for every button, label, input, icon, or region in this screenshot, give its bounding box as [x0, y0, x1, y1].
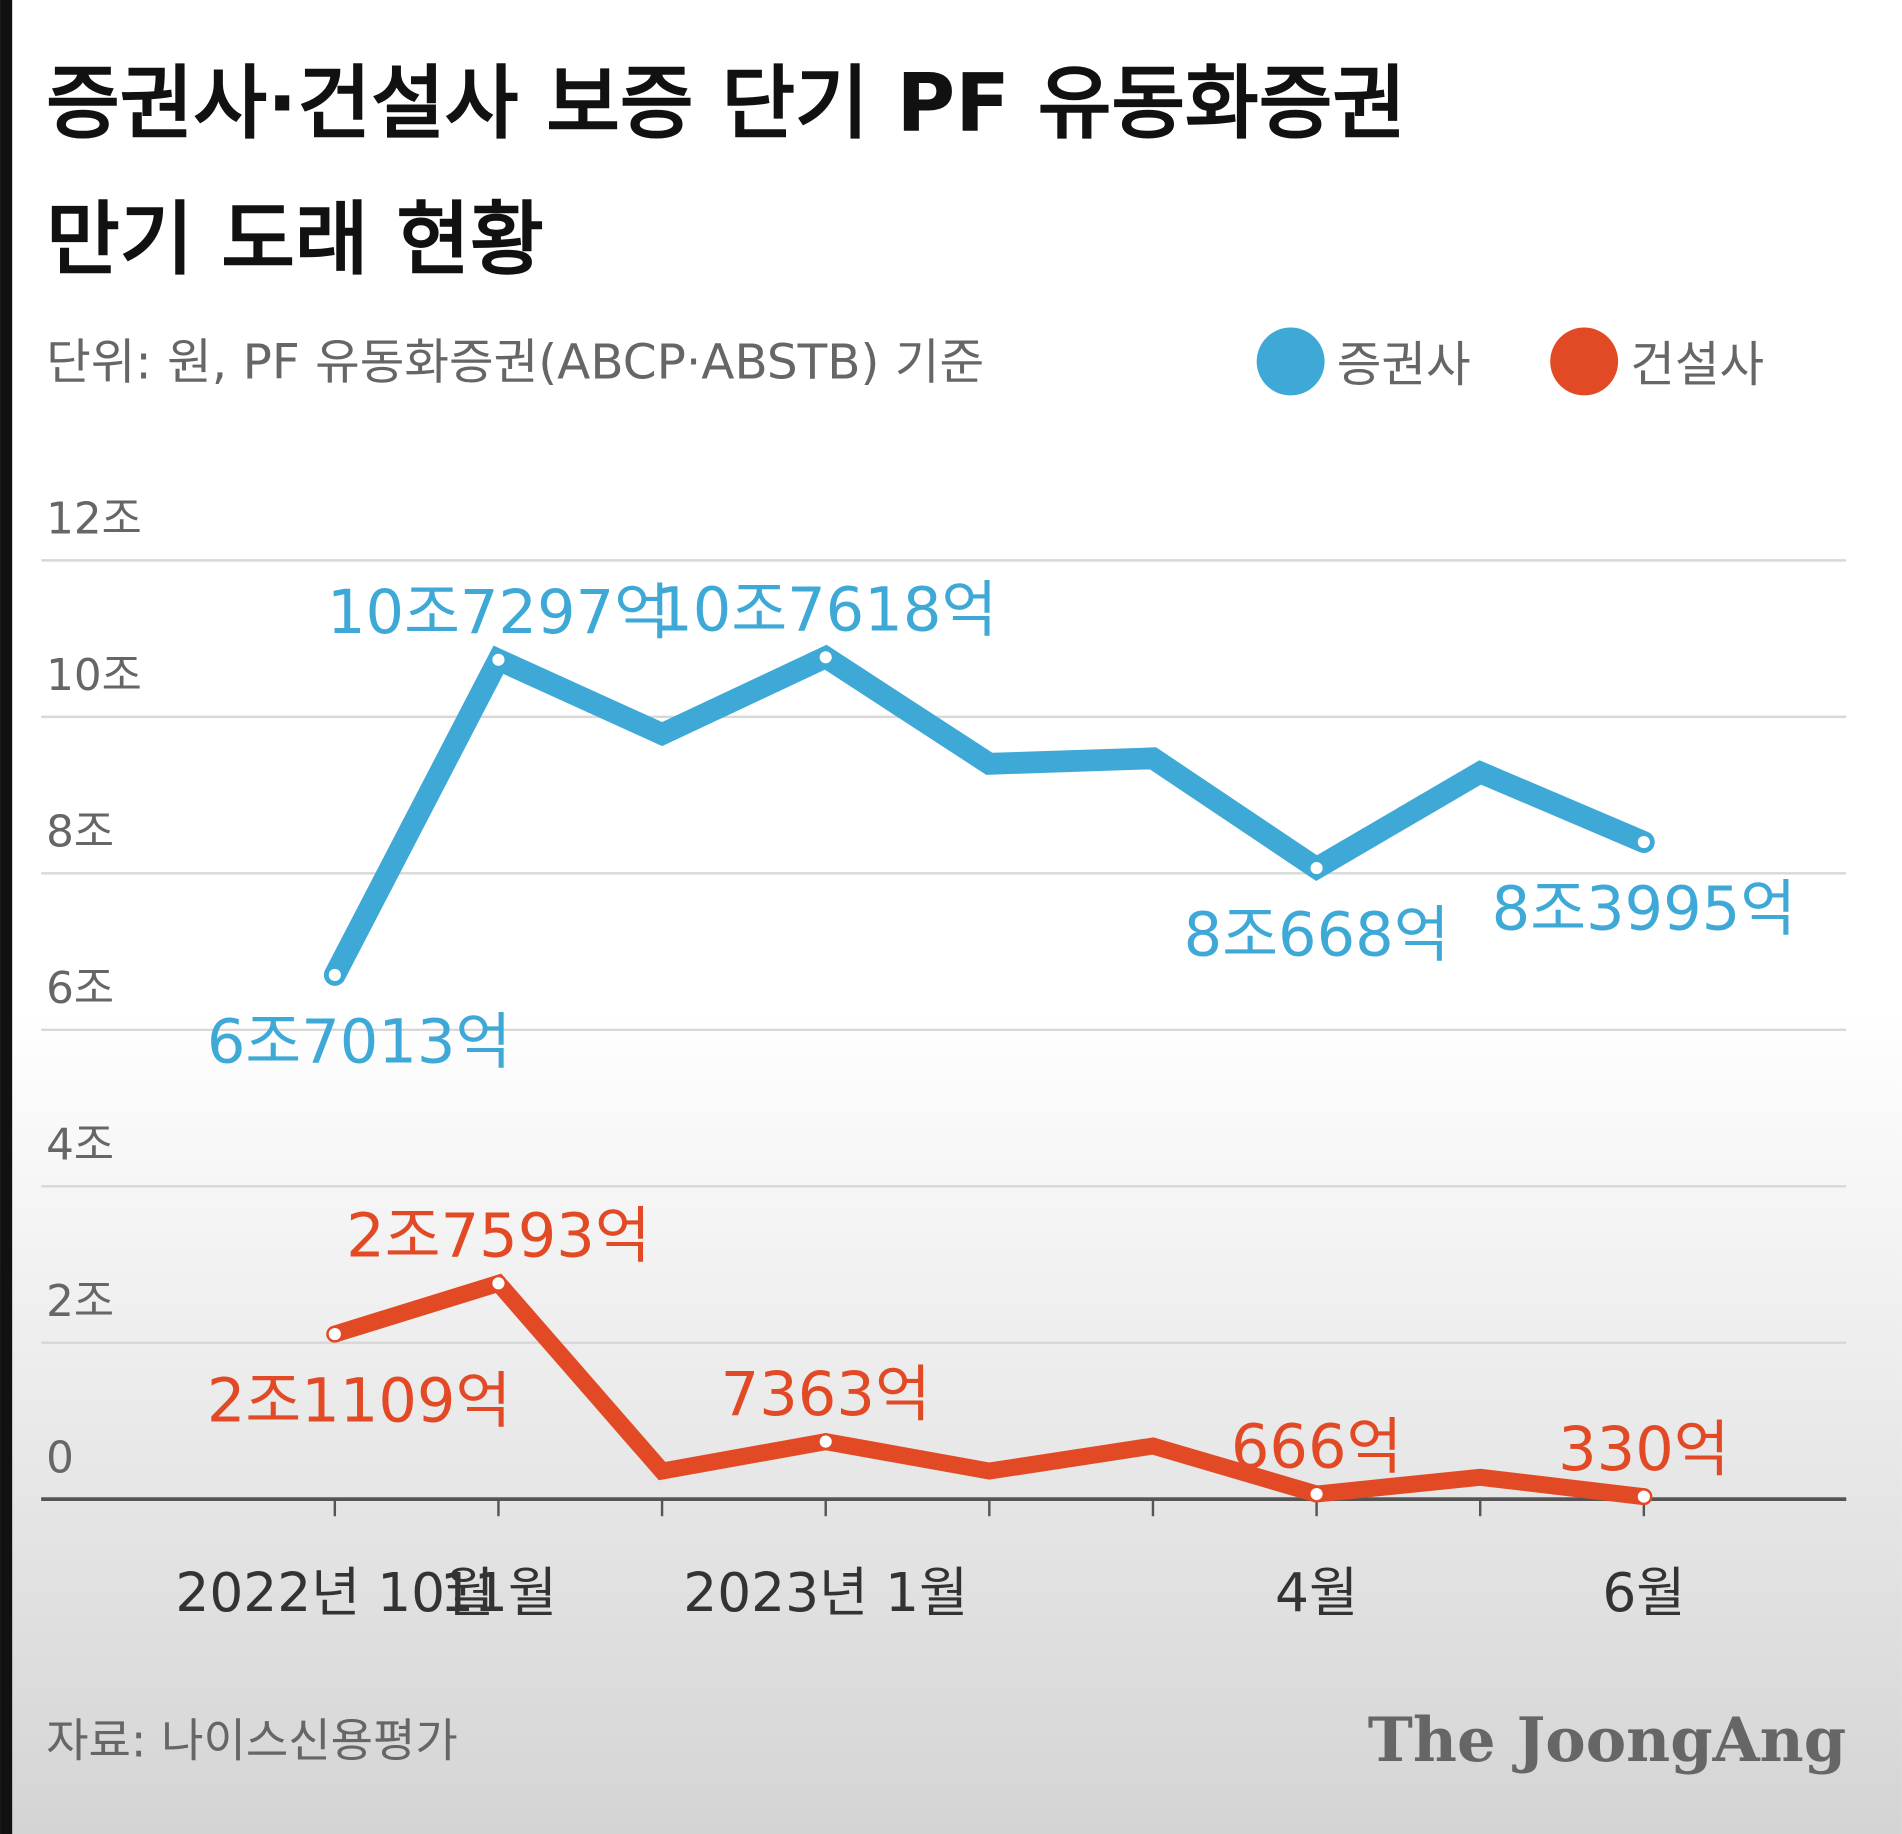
- x-tick-label: 2022년 10월: [175, 1561, 494, 1624]
- value-label: 10조7297억: [327, 578, 670, 648]
- point-marker: [817, 1433, 835, 1451]
- x-tick-label: 4월: [1275, 1561, 1358, 1624]
- point-marker: [1308, 859, 1326, 877]
- y-tick-label: 12조: [46, 494, 142, 545]
- legend-label: 건설사: [1630, 337, 1764, 393]
- series-line: [326, 1273, 1653, 1506]
- value-label: 2조7593억: [346, 1202, 650, 1272]
- source: 자료: 나이스신용평가: [46, 1713, 458, 1767]
- point-marker: [326, 966, 344, 984]
- y-tick-label: 6조: [46, 963, 114, 1014]
- y-tick-label: 4조: [46, 1120, 114, 1171]
- value-label: 7363억: [721, 1360, 931, 1430]
- point-marker: [1635, 833, 1653, 851]
- point-marker: [326, 1325, 344, 1343]
- series-line: [323, 644, 1655, 986]
- point-marker: [817, 648, 835, 666]
- point-marker: [1308, 1485, 1326, 1503]
- chart-title: 증권사·건설사 보증 단기 PF 유동화증권: [46, 57, 1406, 150]
- x-tick-label: 2023년 1월: [683, 1561, 968, 1624]
- value-label: 10조7618억: [654, 576, 997, 646]
- x-tick-label: 11월: [440, 1561, 557, 1624]
- subtitle: 단위: 원, PF 유동화증권(ABCP·ABSTB) 기준: [46, 334, 984, 390]
- x-tick-label: 6월: [1602, 1561, 1685, 1624]
- legend-marker: [1550, 327, 1619, 396]
- brand: The JoongAng: [1368, 1705, 1846, 1776]
- y-tick-label: 10조: [46, 650, 142, 701]
- y-tick-label: 8조: [46, 807, 114, 858]
- point-marker: [1635, 1488, 1653, 1506]
- edge: [0, 0, 13, 1834]
- legend-label: 증권사: [1337, 337, 1471, 393]
- value-label: 8조3995억: [1492, 874, 1796, 944]
- value-label: 8조668억: [1184, 900, 1450, 970]
- chart-title: 만기 도래 현황: [46, 193, 544, 286]
- value-label: 330억: [1558, 1415, 1730, 1485]
- point-marker: [489, 1274, 507, 1292]
- y-tick-label: 0: [46, 1433, 74, 1484]
- value-label: 6조7013억: [207, 1007, 511, 1077]
- point-marker: [489, 651, 507, 669]
- value-label: 2조1109억: [207, 1366, 511, 1436]
- y-tick-label: 2조: [46, 1276, 114, 1327]
- legend-marker: [1256, 327, 1325, 396]
- value-label: 666억: [1231, 1412, 1403, 1482]
